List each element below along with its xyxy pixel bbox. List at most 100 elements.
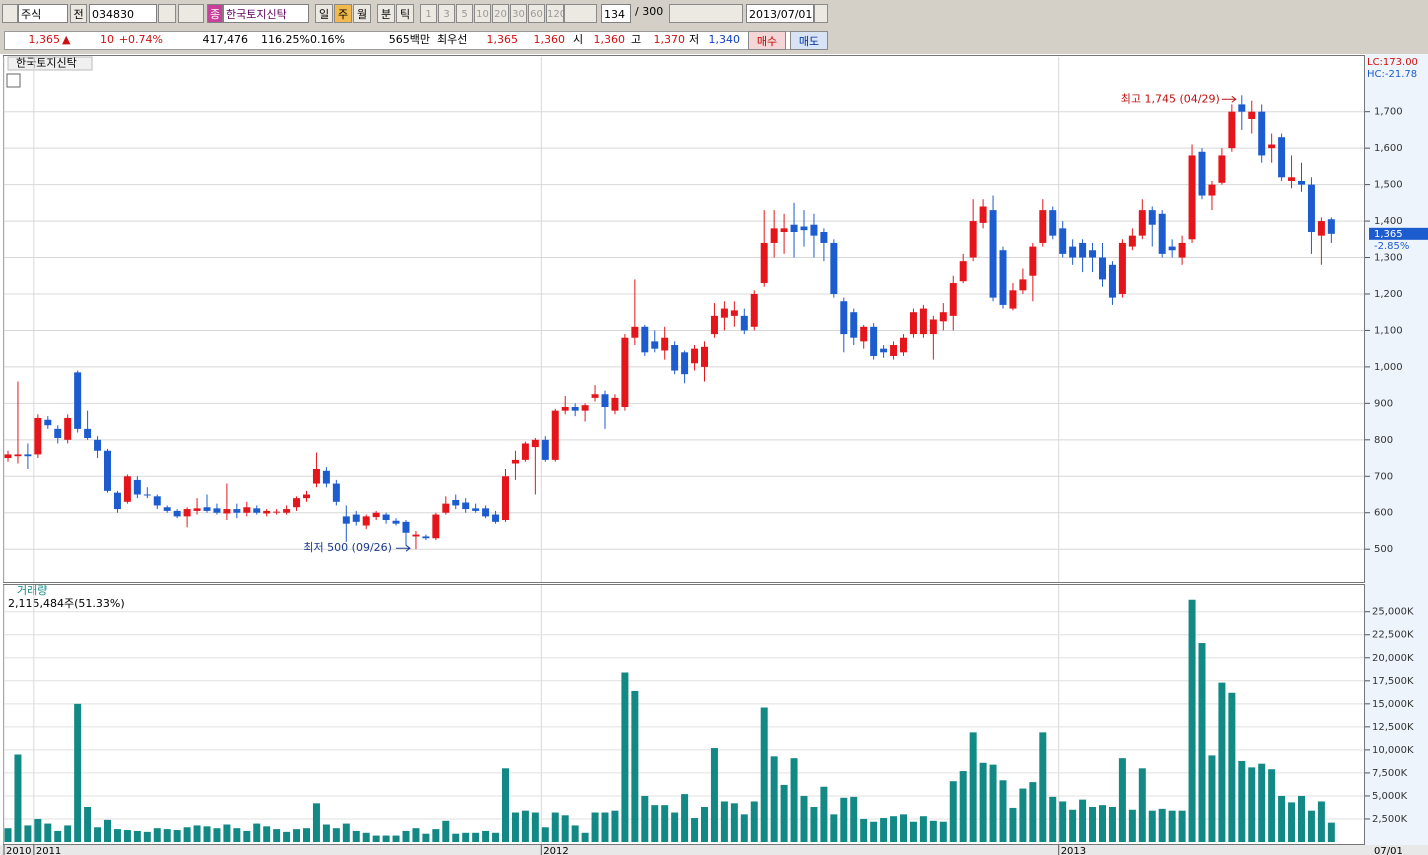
volume-bar <box>611 810 619 842</box>
candle-body <box>1128 235 1136 247</box>
volume-bar <box>790 758 798 842</box>
candle-body <box>1118 242 1126 294</box>
candle-body <box>1039 210 1047 243</box>
period-button[interactable]: 분 <box>377 4 395 23</box>
candle-body <box>1327 219 1335 234</box>
volume-bar <box>123 830 131 842</box>
volume-title: 거래량 <box>17 584 47 597</box>
x-tick-label: 2011 <box>36 846 61 855</box>
volume-bar <box>740 814 748 842</box>
candle-body <box>283 509 291 513</box>
candle-body <box>243 507 251 513</box>
candle-body <box>631 326 639 338</box>
arrow: ▲ <box>62 33 71 46</box>
volume-bar <box>890 816 898 842</box>
volume-bar <box>1049 796 1057 842</box>
interval-button[interactable]: 30 <box>510 4 527 23</box>
period-button[interactable]: 주 <box>334 4 352 23</box>
volume-bar <box>382 835 390 842</box>
candle-body <box>193 508 201 511</box>
volume-bar <box>392 835 400 842</box>
candle-body <box>1298 180 1305 185</box>
candle-body <box>581 405 589 411</box>
sell-button[interactable]: 매도 <box>790 31 828 50</box>
candle-body <box>710 315 718 335</box>
volume-bar <box>710 748 718 842</box>
candle-body <box>1059 228 1067 254</box>
candle-body <box>750 293 758 327</box>
period-button[interactable]: 월 <box>353 4 371 23</box>
sound-button[interactable] <box>178 4 204 23</box>
volume-bar <box>1148 810 1156 842</box>
volume-bar <box>24 825 32 842</box>
interval-button[interactable]: 120 <box>546 4 564 23</box>
candle-body <box>472 508 480 511</box>
interval-button[interactable]: 60 <box>528 4 545 23</box>
volume-ratio: 116.25% <box>261 33 310 46</box>
candle-body <box>1268 144 1276 149</box>
search-button[interactable] <box>158 4 176 23</box>
count-input[interactable]: 134 <box>601 4 631 23</box>
period-button[interactable]: 일 <box>315 4 333 23</box>
buy-button[interactable]: 매수 <box>748 31 786 50</box>
candle-body <box>1307 184 1315 232</box>
volume-bar <box>1108 806 1116 842</box>
date-input[interactable]: 2013/07/01 <box>746 4 814 23</box>
y-tick-label: 1,000 <box>1374 362 1403 373</box>
volume-bar <box>233 828 241 842</box>
volume-bar <box>720 801 728 842</box>
candle-body <box>442 503 450 513</box>
volume-bar <box>949 781 957 842</box>
candle-body <box>531 439 539 448</box>
y-tick-label: 1,200 <box>1374 289 1403 300</box>
volume-bar <box>143 831 151 842</box>
candle-body <box>382 514 390 521</box>
interval-button[interactable]: 5 <box>456 4 473 23</box>
interval-button[interactable]: 3 <box>438 4 455 23</box>
candle-body <box>810 224 818 236</box>
candle-body <box>113 492 121 510</box>
candle-body <box>979 206 987 223</box>
interval-button[interactable]: 10 <box>474 4 491 23</box>
volume-bar <box>113 829 121 842</box>
interval-button[interactable]: 20 <box>492 4 509 23</box>
volume-bar <box>1327 822 1335 842</box>
y-tick-label: 10,000K <box>1372 745 1414 756</box>
code-input[interactable]: 034830 <box>89 4 157 23</box>
volume-bar <box>203 826 211 842</box>
volume-bar <box>621 672 629 842</box>
period-button[interactable]: 틱 <box>396 4 414 23</box>
candle-body <box>1019 279 1027 291</box>
interval-button[interactable]: 1 <box>420 4 437 23</box>
calendar-button[interactable] <box>814 4 828 23</box>
tool-icons[interactable] <box>669 4 743 23</box>
volume-bar <box>312 803 320 842</box>
candle-body <box>293 498 301 508</box>
volume-bar <box>213 828 221 842</box>
candle-body <box>840 301 848 335</box>
interval-select[interactable] <box>564 4 597 23</box>
market-select[interactable]: 주식 <box>18 4 68 23</box>
candle-body <box>571 407 579 411</box>
candle-body <box>233 509 241 513</box>
candle-body <box>1238 104 1246 112</box>
candle-body <box>213 508 221 513</box>
app-icon[interactable] <box>2 4 18 23</box>
prev-button[interactable]: 전 <box>70 4 87 23</box>
candle-body <box>999 250 1007 305</box>
candle-body <box>601 394 609 407</box>
volume-bar <box>919 816 927 842</box>
volume-bar <box>34 818 42 842</box>
candle-body <box>1317 221 1325 236</box>
y-tick-label: 1,500 <box>1374 180 1403 191</box>
volume-bar <box>64 825 72 842</box>
volume-bar <box>581 832 589 842</box>
volume-bar <box>482 830 490 842</box>
candle-body <box>511 459 519 464</box>
candle-body <box>909 312 917 335</box>
y-tick-label: 1,600 <box>1374 143 1403 154</box>
candle-body <box>551 410 559 460</box>
candle-body <box>681 352 689 375</box>
grid-icon[interactable] <box>6 73 21 88</box>
volume-bar <box>94 827 102 842</box>
